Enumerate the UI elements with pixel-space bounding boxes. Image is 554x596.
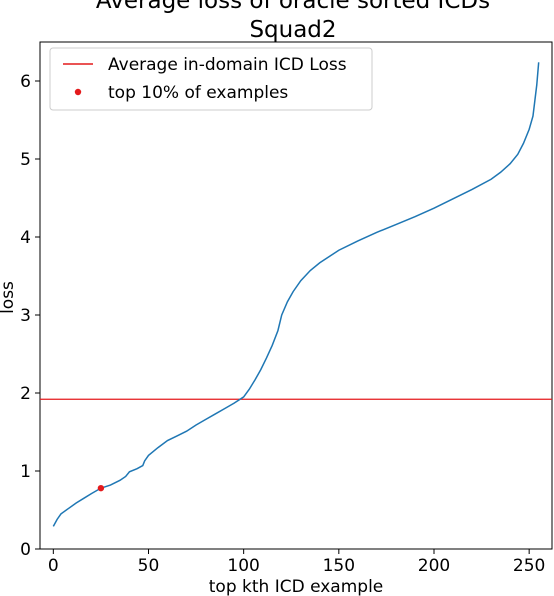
legend: Average in-domain ICD Loss top 10% of exa… xyxy=(49,47,373,111)
chart-title-line-1: Average loss of oracle sorted ICDs xyxy=(96,0,490,14)
x-tick-label: 200 xyxy=(418,556,450,576)
legend-box xyxy=(49,47,373,111)
y-tick-label: 1 xyxy=(20,462,31,482)
y-tick-label: 2 xyxy=(20,384,31,404)
x-axis-ticks: 0 50 100 150 200 250 xyxy=(48,549,545,576)
y-tick-label: 0 xyxy=(20,540,31,560)
x-tick-label: 100 xyxy=(227,556,259,576)
x-tick-label: 250 xyxy=(513,556,545,576)
y-axis-ticks: 0 1 2 3 4 5 6 xyxy=(20,72,40,560)
y-tick-label: 4 xyxy=(20,228,31,248)
chart-title-line-2: Squad2 xyxy=(249,17,336,43)
plot-area-frame xyxy=(39,41,553,550)
y-axis-label: loss xyxy=(0,281,18,314)
x-tick-label: 50 xyxy=(138,556,160,576)
highlight-point-1 xyxy=(97,484,105,492)
legend-entry-label: Average in-domain ICD Loss xyxy=(108,55,347,75)
highlight-points-group xyxy=(97,484,105,492)
x-axis-label: top kth ICD example xyxy=(209,577,384,596)
x-tick-label: 150 xyxy=(323,556,355,576)
y-tick-label: 5 xyxy=(20,150,31,170)
legend-marker-swatch xyxy=(74,88,82,96)
series-line-1 xyxy=(52,62,540,527)
chart-title: Average loss of oracle sorted ICDs Squad2 xyxy=(96,0,490,43)
y-tick-label: 3 xyxy=(20,306,31,326)
x-tick-label: 0 xyxy=(48,556,59,576)
legend-entry-label: top 10% of examples xyxy=(108,83,288,103)
series-group xyxy=(52,62,540,527)
y-tick-label: 6 xyxy=(20,72,31,92)
